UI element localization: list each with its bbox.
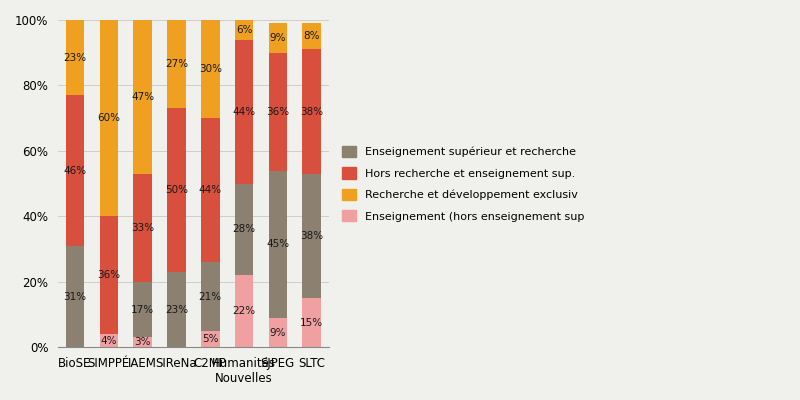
Bar	[99, 334, 118, 347]
Bar	[134, 174, 152, 282]
Text: 9%: 9%	[270, 328, 286, 338]
Bar	[269, 318, 287, 347]
Bar	[134, 282, 152, 338]
Bar	[302, 50, 321, 174]
Text: 38%: 38%	[300, 107, 323, 117]
Text: 36%: 36%	[266, 107, 290, 117]
Bar	[269, 23, 287, 53]
Bar	[234, 184, 254, 275]
Text: 6%: 6%	[236, 25, 252, 35]
Bar	[269, 53, 287, 170]
Text: 30%: 30%	[198, 64, 222, 74]
Text: 4%: 4%	[101, 336, 117, 346]
Text: 46%: 46%	[63, 166, 86, 176]
Bar	[302, 23, 321, 50]
Text: 23%: 23%	[63, 53, 86, 63]
Text: 50%: 50%	[165, 185, 188, 195]
Bar	[201, 331, 219, 347]
Bar	[201, 20, 219, 118]
Bar	[66, 246, 84, 347]
Bar	[99, 216, 118, 334]
Bar	[167, 20, 186, 108]
Bar	[234, 20, 254, 40]
Text: 47%: 47%	[131, 92, 154, 102]
Bar	[99, 20, 118, 216]
Bar	[269, 170, 287, 318]
Text: 44%: 44%	[198, 185, 222, 195]
Text: 3%: 3%	[134, 337, 151, 347]
Text: 5%: 5%	[202, 334, 218, 344]
Text: 9%: 9%	[270, 33, 286, 43]
Bar	[302, 174, 321, 298]
Text: 36%: 36%	[98, 270, 120, 280]
Bar	[134, 20, 152, 174]
Text: 17%: 17%	[131, 305, 154, 315]
Text: 33%: 33%	[131, 223, 154, 233]
Bar	[167, 108, 186, 272]
Bar	[234, 275, 254, 347]
Text: 60%: 60%	[98, 113, 120, 123]
Bar	[167, 272, 186, 347]
Text: 31%: 31%	[63, 292, 86, 302]
Text: 23%: 23%	[165, 305, 188, 315]
Text: 15%: 15%	[300, 318, 323, 328]
Text: 38%: 38%	[300, 231, 323, 241]
Text: 22%: 22%	[233, 306, 255, 316]
Legend: Enseignement supérieur et recherche, Hors recherche et enseignement sup., Recher: Enseignement supérieur et recherche, Hor…	[337, 140, 590, 227]
Text: 27%: 27%	[165, 59, 188, 69]
Bar	[201, 262, 219, 331]
Bar	[66, 95, 84, 246]
Text: 21%: 21%	[198, 292, 222, 302]
Bar	[302, 298, 321, 347]
Bar	[134, 338, 152, 347]
Text: 28%: 28%	[233, 224, 255, 234]
Text: 8%: 8%	[303, 31, 320, 41]
Bar	[66, 20, 84, 95]
Text: 45%: 45%	[266, 239, 290, 249]
Text: 44%: 44%	[233, 107, 255, 117]
Bar	[234, 40, 254, 184]
Bar	[201, 118, 219, 262]
